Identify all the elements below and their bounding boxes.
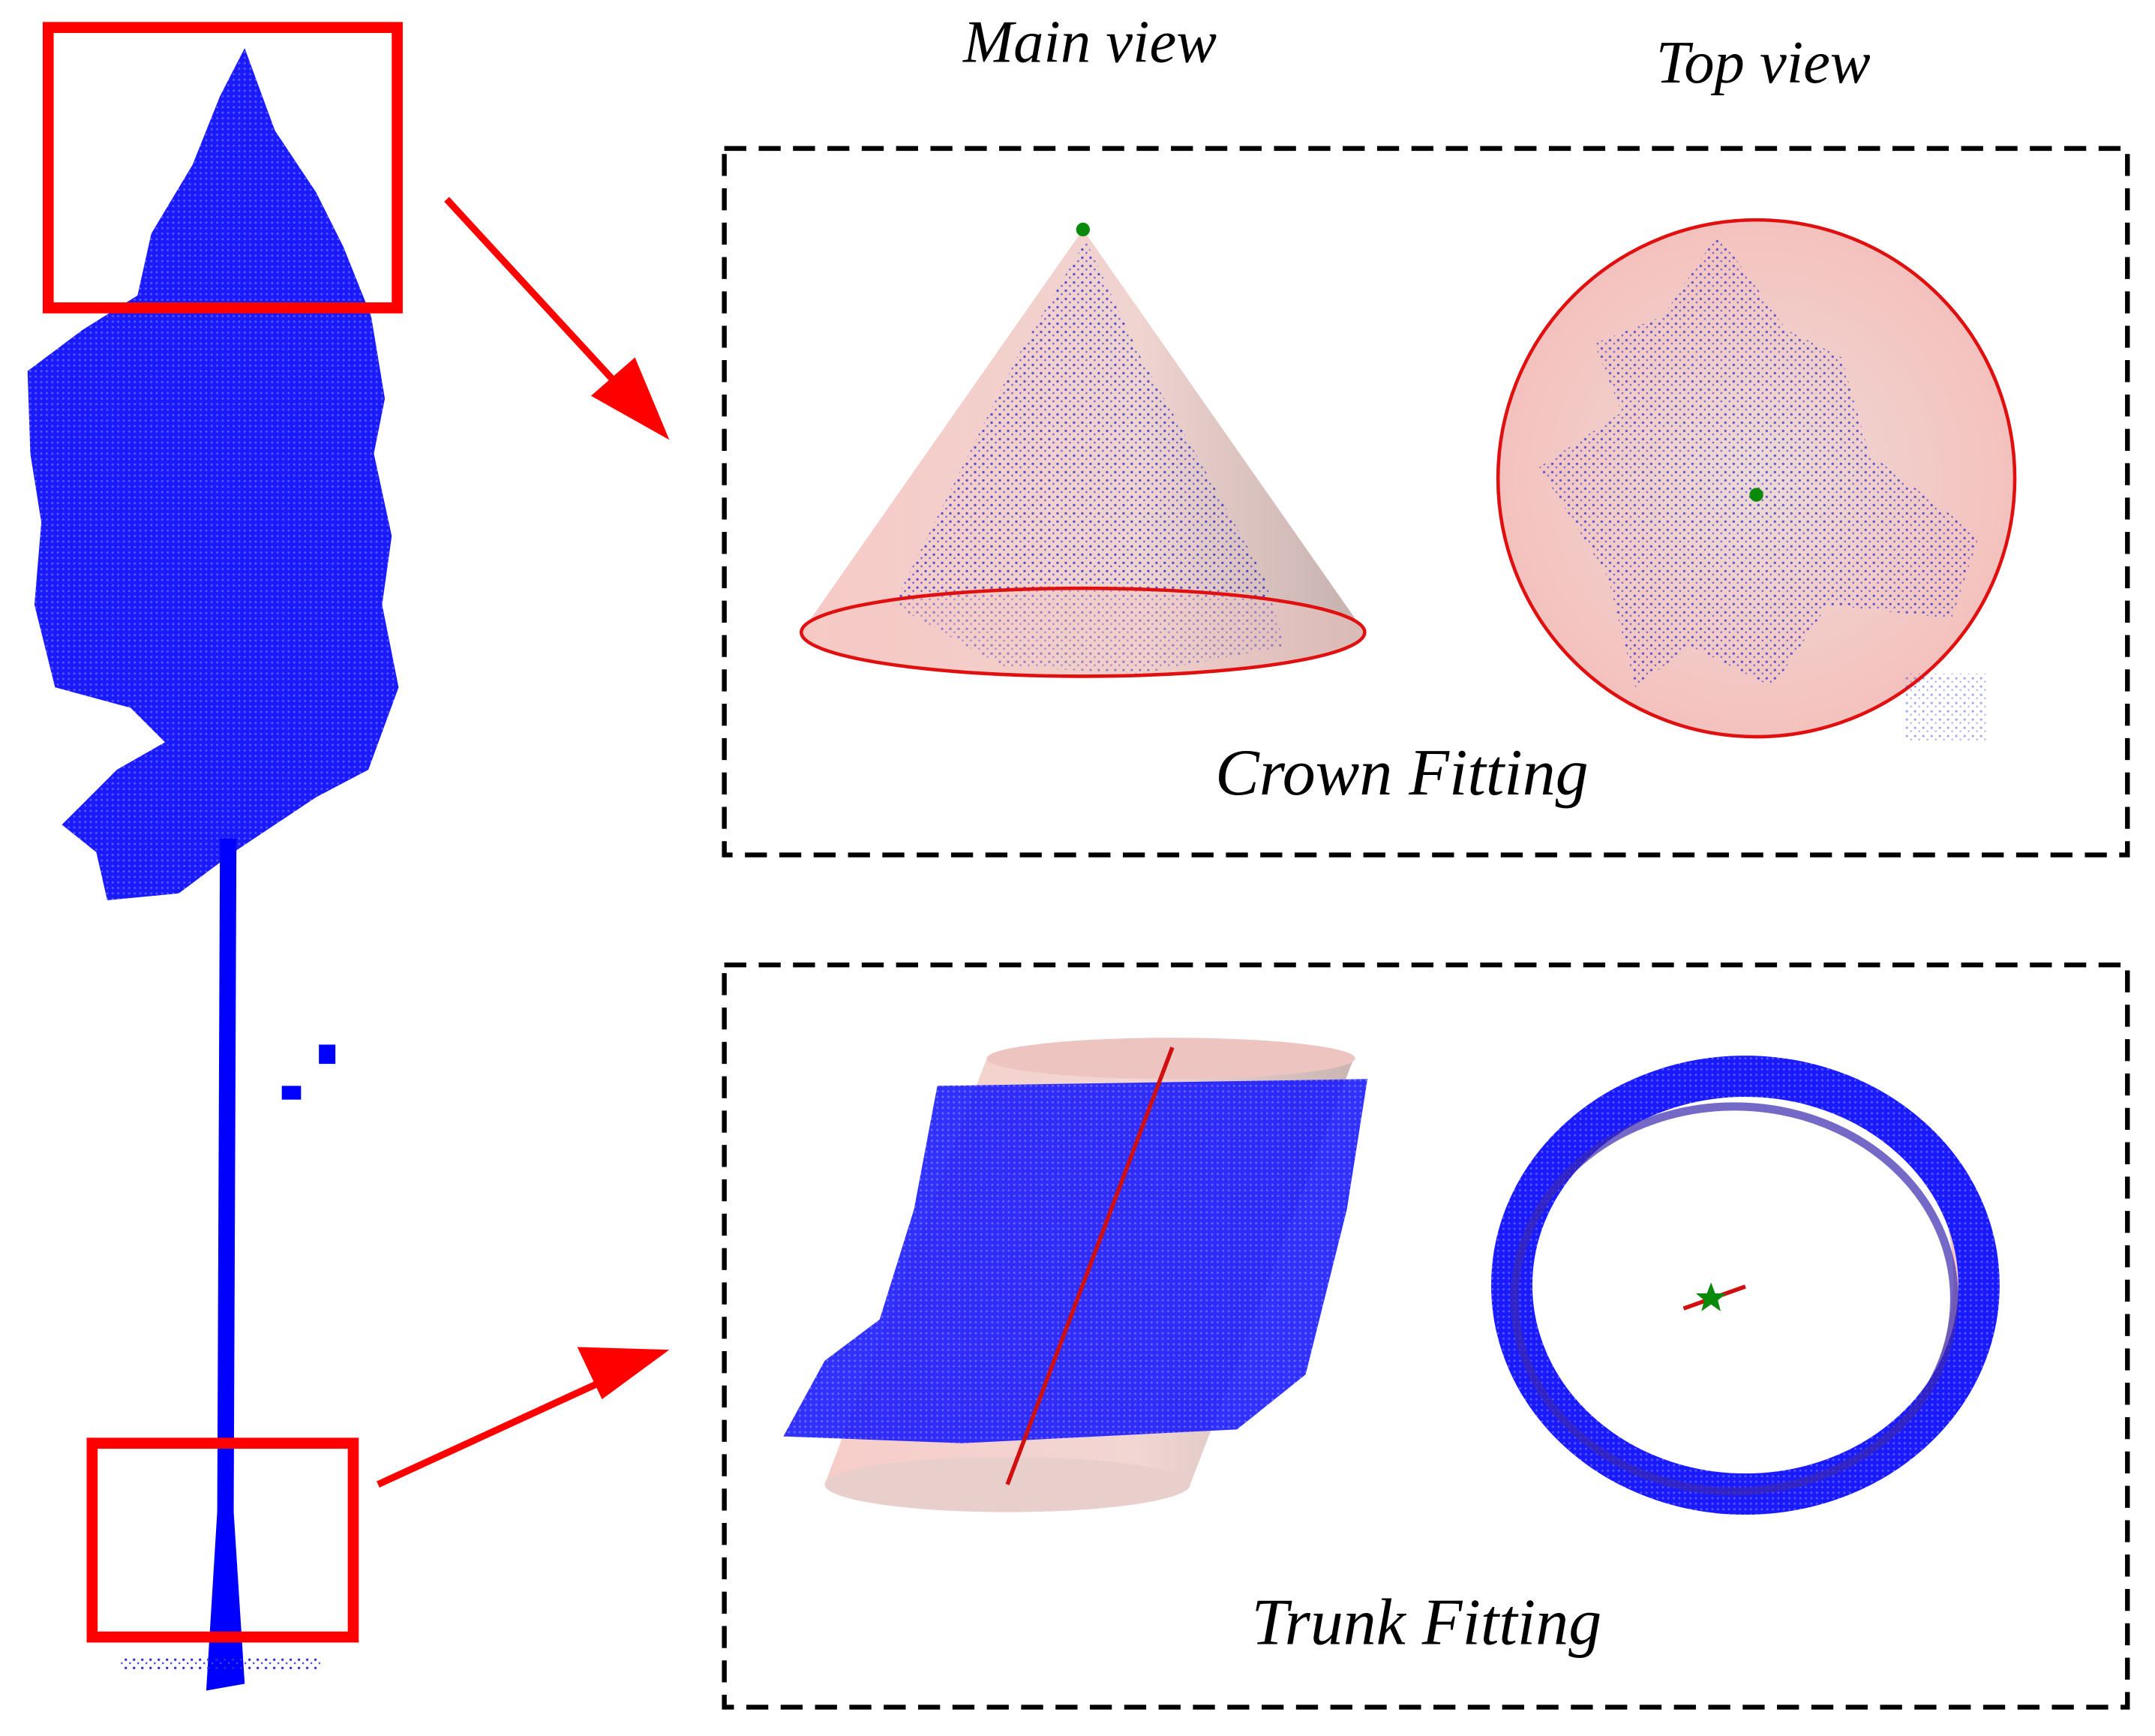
- panel-frames: [722, 146, 2130, 1710]
- top-view-label: Top view: [1656, 29, 1871, 96]
- crown-top-view: [1496, 218, 2017, 743]
- arrows: [377, 197, 670, 1488]
- main-view-label: Main view: [962, 9, 1217, 76]
- trunk-main-view: [783, 1038, 1368, 1512]
- tree: [27, 48, 399, 1691]
- panel-label: Crown Fitting: [1215, 737, 1589, 809]
- trunk-top-view: [1490, 1056, 2000, 1515]
- crown-main-view: [799, 222, 1367, 678]
- selection-boxes: [42, 22, 403, 1643]
- panel-label: Trunk Fitting: [1252, 1586, 1602, 1659]
